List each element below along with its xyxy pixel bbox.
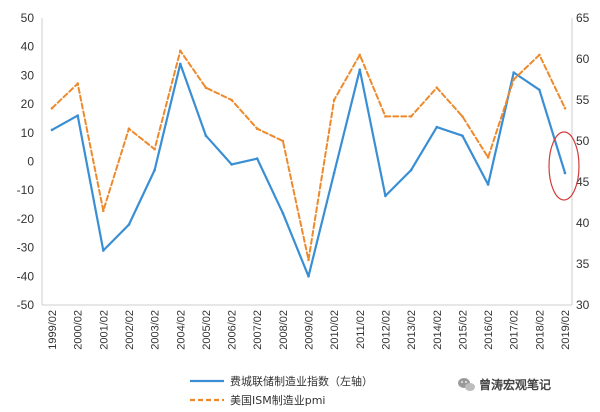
data-point-philly-fed <box>563 171 567 175</box>
data-point-ism-pmi <box>153 147 156 151</box>
data-point-ism-pmi <box>102 209 105 212</box>
highlight-ellipse <box>548 131 580 201</box>
data-point-philly-fed <box>435 125 439 129</box>
data-point-ism-pmi <box>461 115 464 118</box>
data-point-ism-pmi <box>512 78 515 81</box>
x-tick-label: 2017/02 <box>509 310 521 350</box>
x-tick-label: 2001/02 <box>98 310 110 350</box>
right-y-tick-label: 60 <box>576 52 590 66</box>
data-point-ism-pmi <box>281 139 285 143</box>
data-point-philly-fed <box>538 88 541 92</box>
x-tick-label: 2011/02 <box>355 310 367 349</box>
data-point-philly-fed <box>204 134 208 137</box>
data-point-ism-pmi <box>538 53 541 57</box>
wechat-icon <box>458 378 475 391</box>
data-point-philly-fed <box>409 168 413 172</box>
data-point-philly-fed <box>512 71 515 74</box>
data-point-philly-fed <box>461 134 464 137</box>
data-point-ism-pmi <box>563 106 567 110</box>
x-tick-label: 2002/02 <box>124 310 136 350</box>
right-y-tick-label: 35 <box>576 257 590 271</box>
data-point-ism-pmi <box>76 82 79 85</box>
x-tick-label: 2019/02 <box>560 310 572 350</box>
data-point-ism-pmi <box>204 86 208 89</box>
plot-frame <box>41 18 573 306</box>
left-y-tick-label: 40 <box>21 40 35 54</box>
data-point-ism-pmi <box>409 115 413 118</box>
legend: 费城联储制造业指数（左轴） 美国ISM制造业pmi <box>190 374 373 407</box>
x-tick-label: 2003/02 <box>150 310 162 350</box>
data-point-philly-fed <box>127 223 131 226</box>
x-tick-label: 2009/02 <box>304 310 316 350</box>
data-point-philly-fed <box>384 194 387 198</box>
left-y-tick-label: 50 <box>21 11 35 25</box>
data-point-philly-fed <box>255 157 259 160</box>
x-axis-ticks: 1999/02 2000/02 2001/02 2002/02 2003/02 2004/… <box>47 310 572 350</box>
right-y-tick-label: 30 <box>576 298 590 312</box>
series-line-ism-pmi <box>51 49 566 261</box>
data-point-philly-fed <box>76 114 79 117</box>
right-y-ticks: 65 60 55 50 45 40 35 30 <box>576 11 590 312</box>
data-point-ism-pmi <box>179 49 182 53</box>
data-point-ism-pmi <box>332 98 336 102</box>
x-tick-label: 2007/02 <box>252 310 264 350</box>
right-y-tick-label: 65 <box>576 11 590 25</box>
legend-label-ism: 美国ISM制造业pmi <box>230 393 325 407</box>
data-point-ism-pmi <box>230 98 233 102</box>
x-tick-label: 1999/02 <box>47 310 59 350</box>
left-y-tick-label: -50 <box>17 298 35 312</box>
right-y-tick-label: 50 <box>576 134 590 148</box>
left-y-tick-label: 10 <box>21 126 35 140</box>
x-tick-label: 2010/02 <box>329 310 341 350</box>
right-y-tick-label: 40 <box>576 216 590 230</box>
x-tick-label: 2000/02 <box>73 310 85 350</box>
series-line-philly-fed <box>50 62 567 278</box>
data-point-ism-pmi <box>307 258 310 262</box>
watermark-text: 曾涛宏观笔记 <box>479 377 551 392</box>
x-tick-label: 2012/02 <box>380 310 392 350</box>
data-point-philly-fed <box>281 211 285 215</box>
left-y-tick-label: -20 <box>17 212 35 226</box>
left-y-tick-label: -10 <box>17 183 35 197</box>
watermark: 曾涛宏观笔记 <box>458 377 551 392</box>
data-point-ism-pmi <box>435 86 439 89</box>
left-y-tick-label: -40 <box>17 269 35 283</box>
x-tick-label: 2018/02 <box>534 310 546 350</box>
right-y-tick-label: 45 <box>576 175 590 189</box>
data-point-ism-pmi <box>358 53 362 57</box>
left-y-tick-label: 20 <box>21 97 35 111</box>
left-y-tick-label: 30 <box>21 68 35 82</box>
data-point-philly-fed <box>179 62 182 66</box>
data-point-philly-fed <box>102 249 105 252</box>
data-point-ism-pmi <box>255 127 259 130</box>
x-tick-label: 2008/02 <box>278 310 290 350</box>
x-tick-label: 2006/02 <box>227 310 239 350</box>
data-point-philly-fed <box>307 275 310 278</box>
x-tick-label: 2016/02 <box>483 310 495 350</box>
left-y-ticks: 50 40 30 20 10 0 -10 -20 -30 -40 -50 <box>17 11 35 312</box>
data-point-ism-pmi <box>127 127 131 130</box>
data-point-philly-fed <box>230 163 233 166</box>
x-tick-label: 2004/02 <box>175 310 187 350</box>
x-tick-label: 2015/02 <box>457 310 469 350</box>
x-tick-label: 2005/02 <box>201 310 213 350</box>
data-point-philly-fed <box>486 183 490 186</box>
data-point-ism-pmi <box>486 156 490 159</box>
data-point-philly-fed <box>50 128 54 132</box>
x-tick-label: 2013/02 <box>406 310 418 350</box>
data-point-ism-pmi <box>50 106 54 110</box>
legend-label-philly: 费城联储制造业指数（左轴） <box>230 374 373 388</box>
x-tick-label: 2014/02 <box>432 310 444 350</box>
data-point-ism-pmi <box>384 115 387 118</box>
data-point-philly-fed <box>153 168 156 172</box>
data-point-philly-fed <box>358 68 362 71</box>
series-layer <box>50 49 567 278</box>
right-y-tick-label: 55 <box>576 93 590 107</box>
data-point-philly-fed <box>332 171 336 175</box>
left-y-tick-label: -30 <box>17 241 35 255</box>
left-y-tick-label: 0 <box>27 155 34 169</box>
